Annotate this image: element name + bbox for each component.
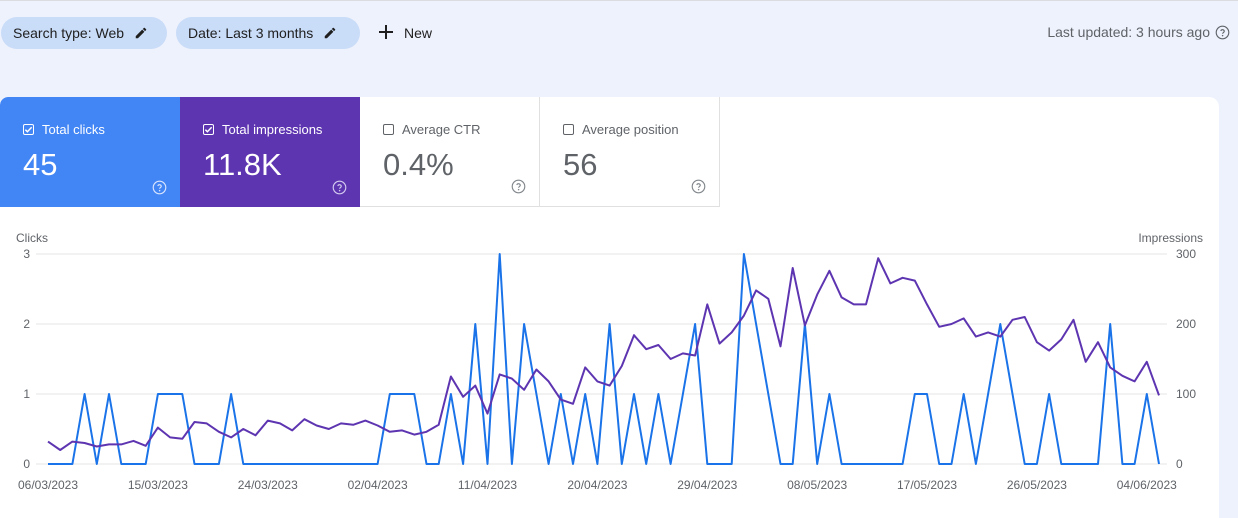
x-tick-label: 20/04/2023 bbox=[567, 478, 627, 492]
total-clicks-card[interactable]: Total clicks 45 bbox=[0, 97, 180, 207]
x-tick-label: 02/04/2023 bbox=[348, 478, 408, 492]
right-tick-label: 300 bbox=[1176, 247, 1196, 261]
help-icon[interactable] bbox=[511, 179, 526, 194]
x-tick-label: 17/05/2023 bbox=[897, 478, 957, 492]
impressions-series-line bbox=[47, 257, 1160, 451]
help-icon[interactable] bbox=[691, 179, 706, 194]
total-impressions-card[interactable]: Total impressions 11.8K bbox=[180, 97, 360, 207]
x-tick-label: 26/05/2023 bbox=[1007, 478, 1067, 492]
average-position-card[interactable]: Average position 56 bbox=[540, 97, 720, 207]
last-updated: Last updated: 3 hours ago bbox=[1047, 24, 1230, 40]
performance-panel: Total clicks 45 Total impressions 11.8K … bbox=[0, 97, 1219, 518]
search-type-filter-chip[interactable]: Search type: Web bbox=[1, 17, 167, 49]
metric-label: Total clicks bbox=[42, 122, 105, 137]
metric-value: 56 bbox=[563, 147, 598, 182]
right-tick-label: 100 bbox=[1176, 387, 1196, 401]
search-type-label: Search type: Web bbox=[13, 25, 125, 41]
clicks-series-line bbox=[48, 253, 1160, 465]
right-tick-label: 200 bbox=[1176, 317, 1196, 331]
left-tick-label: 0 bbox=[23, 457, 30, 471]
help-icon[interactable] bbox=[1215, 25, 1230, 40]
left-axis-label: Clicks bbox=[16, 231, 48, 245]
left-tick-label: 2 bbox=[23, 317, 30, 331]
metric-label: Average position bbox=[582, 122, 679, 137]
x-tick-label: 04/06/2023 bbox=[1117, 478, 1177, 492]
right-tick-label: 0 bbox=[1176, 457, 1183, 471]
left-tick-label: 1 bbox=[23, 387, 30, 401]
x-tick-label: 29/04/2023 bbox=[677, 478, 737, 492]
right-axis-label: Impressions bbox=[1138, 231, 1203, 245]
metric-label: Total impressions bbox=[222, 122, 323, 137]
new-filter-button[interactable]: New bbox=[378, 21, 432, 45]
last-updated-text: Last updated: 3 hours ago bbox=[1047, 24, 1210, 40]
metric-value: 45 bbox=[23, 147, 58, 182]
performance-chart[interactable]: Clicks Impressions 0 1 2 3 0 100 200 300 06/03/… bbox=[0, 97, 1219, 518]
left-tick-label: 3 bbox=[23, 247, 30, 261]
help-icon[interactable] bbox=[152, 180, 167, 195]
help-icon[interactable] bbox=[332, 180, 347, 195]
x-tick-label: 06/03/2023 bbox=[18, 478, 78, 492]
checkbox-checked-icon[interactable] bbox=[203, 124, 214, 135]
average-ctr-card[interactable]: Average CTR 0.4% bbox=[360, 97, 540, 207]
metric-label: Average CTR bbox=[402, 122, 481, 137]
date-filter-label: Date: Last 3 months bbox=[188, 25, 314, 41]
checkbox-unchecked-icon[interactable] bbox=[383, 124, 394, 135]
x-tick-label: 08/05/2023 bbox=[787, 478, 847, 492]
new-filter-label: New bbox=[404, 25, 433, 41]
plus-icon bbox=[378, 22, 394, 44]
top-divider bbox=[0, 0, 1238, 1]
x-tick-label: 11/04/2023 bbox=[458, 478, 517, 492]
checkbox-unchecked-icon[interactable] bbox=[563, 124, 574, 135]
pencil-icon bbox=[134, 26, 148, 40]
metric-value: 11.8K bbox=[203, 147, 282, 182]
metric-value: 0.4% bbox=[383, 147, 454, 182]
x-tick-label: 24/03/2023 bbox=[238, 478, 298, 492]
checkbox-checked-icon[interactable] bbox=[23, 124, 34, 135]
x-tick-label: 15/03/2023 bbox=[128, 478, 188, 492]
pencil-icon bbox=[323, 26, 337, 40]
date-filter-chip[interactable]: Date: Last 3 months bbox=[176, 17, 360, 49]
